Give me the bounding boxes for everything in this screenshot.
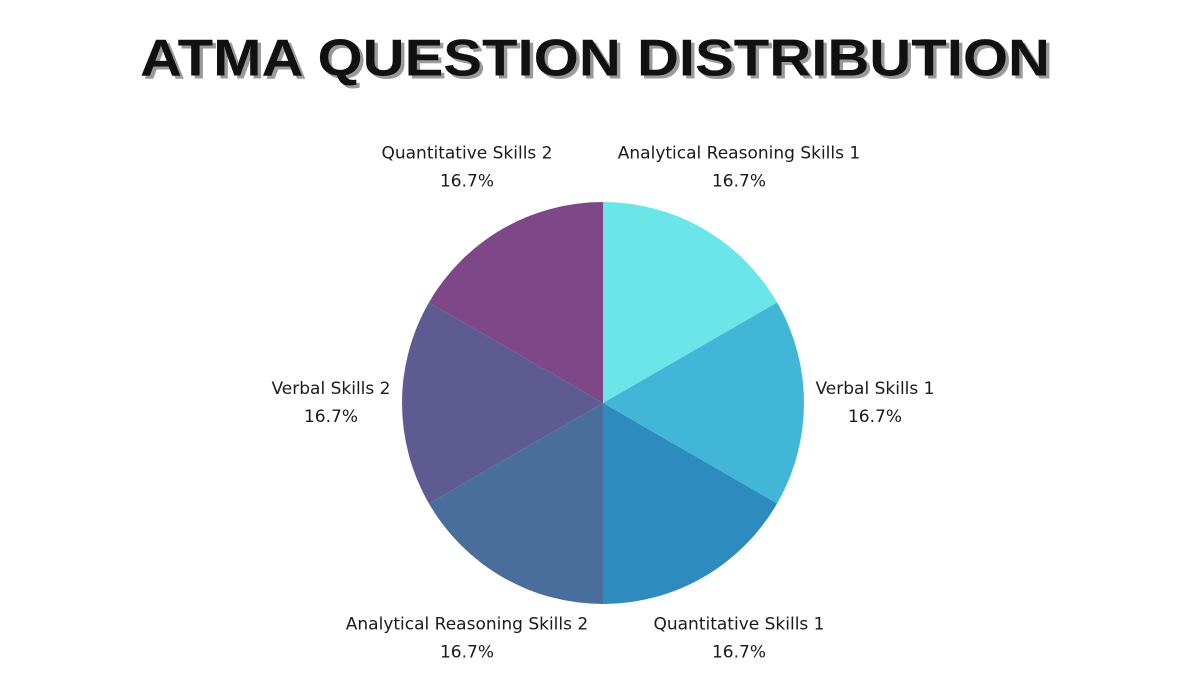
slice-label: Analytical Reasoning Skills 1: [618, 143, 860, 163]
slice-value-label: 16.7%: [848, 407, 902, 427]
slice-label: Verbal Skills 2: [272, 379, 391, 399]
pie-slice: [603, 302, 804, 504]
chart-title: ATMA QUESTION DISTRIBUTION: [140, 30, 1050, 88]
slice-value-label: 16.7%: [440, 643, 494, 663]
pie-slice: [428, 403, 603, 604]
pie-slice: [603, 202, 778, 403]
slice-value-label: 16.7%: [440, 171, 494, 191]
pie-slice: [402, 302, 603, 504]
slice-label: Verbal Skills 1: [816, 379, 935, 399]
slice-value-label: 16.7%: [304, 407, 358, 427]
slice-value-label: 16.7%: [712, 171, 766, 191]
pie-slice: [603, 403, 778, 604]
pie-slice: [428, 202, 603, 403]
slice-value-label: 16.7%: [712, 643, 766, 663]
slice-label: Quantitative Skills 2: [381, 143, 552, 163]
slice-label: Analytical Reasoning Skills 2: [346, 615, 588, 635]
slice-label: Quantitative Skills 1: [653, 615, 824, 635]
